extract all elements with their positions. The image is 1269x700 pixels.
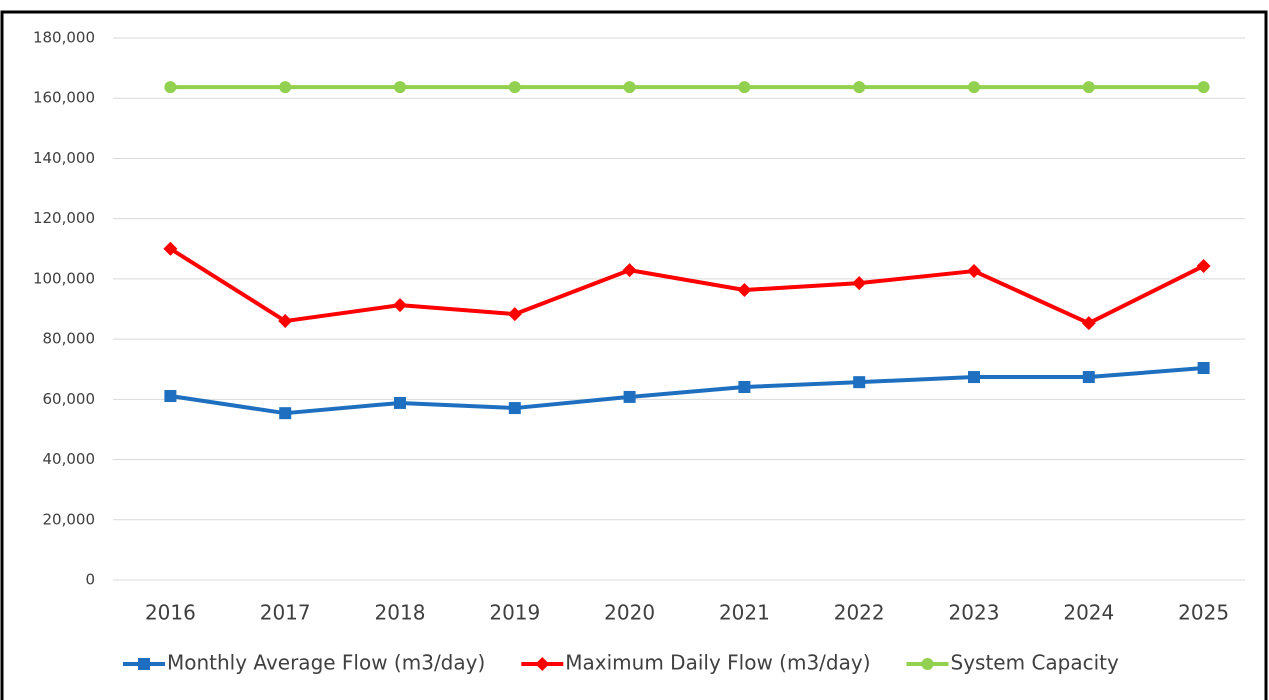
marker — [968, 81, 980, 94]
marker — [1082, 371, 1095, 384]
marker — [535, 657, 550, 671]
y-tick-label: 20,000 — [43, 510, 96, 528]
marker — [852, 276, 867, 291]
x-tick-label: 2016 — [145, 601, 196, 625]
marker — [1082, 81, 1095, 94]
marker — [508, 402, 521, 415]
marker — [278, 314, 293, 329]
marker — [738, 81, 751, 94]
marker — [1196, 258, 1211, 273]
x-tick-label: 2023 — [949, 601, 1000, 625]
series-line — [169, 247, 1205, 326]
marker — [967, 264, 981, 279]
legend-label: System Capacity — [951, 651, 1120, 675]
marker — [279, 81, 292, 94]
marker — [968, 371, 980, 384]
marker — [921, 658, 934, 670]
y-tick-label: 180,000 — [33, 29, 95, 47]
marker — [738, 380, 751, 393]
x-tick-label: 2022 — [834, 601, 885, 625]
marker — [622, 263, 637, 278]
marker — [138, 658, 150, 670]
marker — [163, 241, 178, 256]
marker — [164, 81, 177, 94]
y-tick-label: 140,000 — [33, 149, 95, 167]
x-tick-label: 2025 — [1178, 601, 1229, 625]
marker — [623, 390, 636, 403]
legend-label: Monthly Average Flow (m3/day) — [167, 651, 485, 675]
marker — [164, 390, 177, 403]
x-tick-label: 2024 — [1063, 601, 1114, 625]
marker — [393, 298, 407, 313]
marker — [394, 81, 406, 94]
y-tick-label: 120,000 — [33, 209, 95, 227]
series-line — [170, 366, 1204, 416]
marker — [507, 307, 522, 322]
legend-label: Maximum Daily Flow (m3/day) — [565, 651, 870, 675]
marker — [1197, 81, 1210, 94]
y-tick-label: 0 — [85, 571, 95, 589]
marker — [508, 81, 521, 94]
x-tick-label: 2018 — [375, 601, 426, 625]
y-tick-label: 60,000 — [43, 390, 96, 408]
chart-frame — [0, 10, 1268, 700]
x-tick-label: 2017 — [260, 601, 311, 625]
marker — [623, 81, 636, 94]
x-tick-label: 2019 — [489, 601, 540, 625]
marker — [1197, 362, 1210, 375]
y-tick-label: 100,000 — [33, 269, 95, 287]
marker — [737, 283, 752, 298]
y-tick-label: 40,000 — [43, 450, 96, 468]
marker — [853, 81, 866, 94]
x-tick-label: 2020 — [604, 601, 655, 625]
marker — [279, 407, 292, 420]
marker — [853, 376, 866, 389]
marker — [394, 396, 406, 409]
x-tick-label: 2021 — [719, 601, 770, 625]
y-tick-label: 160,000 — [33, 89, 95, 107]
marker — [1081, 316, 1096, 331]
y-tick-label: 80,000 — [43, 330, 96, 348]
